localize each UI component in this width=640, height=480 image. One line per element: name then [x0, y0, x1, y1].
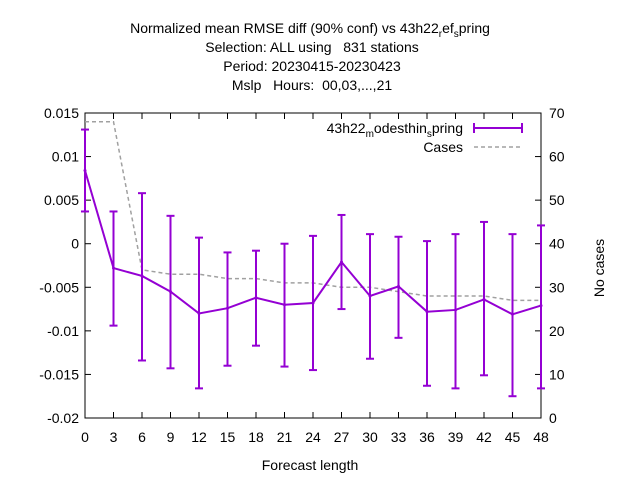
y2-tick-label: 70	[549, 105, 565, 121]
x-tick-label: 12	[191, 429, 207, 445]
y2-tick-label: 0	[549, 410, 557, 426]
legend-label-main: 43h22modesthinspring	[327, 120, 463, 140]
data-point	[226, 306, 229, 310]
y-axis-right-label: No cases	[591, 239, 607, 297]
y-axis-right: 70 60 50 40 30 20 10 0	[535, 105, 565, 426]
y2-tick-label: 50	[549, 192, 565, 208]
y-tick-label: -0.005	[39, 279, 79, 295]
x-tick-label: 39	[448, 429, 464, 445]
y2-tick-label: 10	[549, 366, 565, 382]
y-tick-label: 0	[71, 236, 79, 252]
x-tick-label: 36	[419, 429, 435, 445]
x-axis-label: Forecast length	[262, 457, 359, 473]
data-point	[140, 274, 144, 278]
y-tick-label: -0.02	[47, 410, 79, 426]
legend-swatch-main	[473, 123, 523, 133]
x-tick-label: 0	[81, 429, 89, 445]
x-tick-label: 6	[138, 429, 146, 445]
title-line-2: Selection: ALL using 831 stations	[205, 39, 419, 55]
title-line-3: Period: 20230415-20230423	[223, 58, 401, 74]
y-tick-label: 0.005	[44, 192, 79, 208]
x-axis: 0 3 6 9 12 15 18 21 24 27 30 33 36 39 42 45 48	[81, 113, 549, 445]
series-43h22-modesthin-spring	[81, 128, 545, 398]
data-point	[197, 311, 201, 315]
x-tick-label: 42	[476, 429, 492, 445]
y-axis-left: 0.015 0.01 0.005 0 -0.005 -0.01 -0.015 -0.02	[39, 105, 91, 426]
data-point	[311, 301, 315, 305]
data-point	[482, 297, 486, 301]
x-tick-label: 9	[167, 429, 175, 445]
x-tick-label: 3	[110, 429, 118, 445]
legend: 43h22modesthinspring Cases	[327, 120, 523, 155]
y-tick-label: -0.015	[39, 366, 79, 382]
title-line-1: Normalized mean RMSE diff (90% conf) vs …	[130, 20, 490, 40]
title-line-4: Mslp Hours: 00,03,...,21	[232, 77, 393, 93]
y-tick-label: -0.01	[47, 323, 79, 339]
data-point	[283, 303, 286, 307]
data-point	[368, 294, 372, 298]
x-tick-label: 24	[305, 429, 321, 445]
data-point	[425, 310, 429, 314]
data-point	[83, 169, 87, 173]
x-tick-label: 45	[505, 429, 521, 445]
x-tick-label: 18	[248, 429, 264, 445]
x-tick-label: 48	[533, 429, 549, 445]
x-tick-label: 27	[334, 429, 350, 445]
x-tick-label: 21	[277, 429, 293, 445]
y2-tick-label: 30	[549, 279, 565, 295]
legend-label-cases: Cases	[423, 139, 463, 155]
y2-tick-label: 60	[549, 149, 565, 165]
data-point	[169, 290, 172, 294]
y-tick-label: 0.015	[44, 105, 79, 121]
data-point	[539, 304, 543, 308]
y2-tick-label: 20	[549, 323, 565, 339]
y2-tick-label: 40	[549, 236, 565, 252]
x-tick-label: 33	[391, 429, 407, 445]
x-tick-label: 15	[220, 429, 236, 445]
chart-title: Normalized mean RMSE diff (90% conf) vs …	[130, 20, 490, 93]
x-tick-label: 30	[362, 429, 378, 445]
data-point	[454, 308, 457, 312]
data-point	[397, 284, 400, 288]
y-tick-label: 0.01	[52, 149, 79, 165]
data-point	[254, 296, 258, 300]
data-point	[511, 312, 514, 316]
data-point	[340, 260, 343, 264]
data-point	[112, 266, 115, 270]
